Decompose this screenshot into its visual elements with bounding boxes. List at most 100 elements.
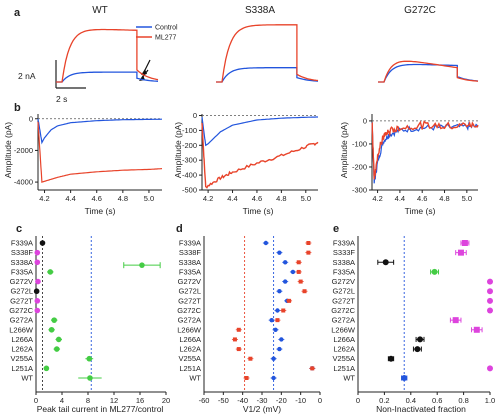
- d-point-ml277: [306, 250, 311, 255]
- e-xlabel: Non-Inactivated fraction: [376, 404, 466, 414]
- c-category-label: V255A: [10, 354, 33, 363]
- panel-letter-d: d: [176, 223, 183, 235]
- c-xtick-label: 12: [110, 396, 118, 405]
- panel-c: 0 4 8 12 16 20F339AS338FS338AF335AG272VG272LG…: [9, 236, 170, 405]
- c-category-label: L251A: [11, 364, 33, 373]
- c-point: [39, 240, 46, 246]
- b-trace-ml277: [37, 121, 163, 184]
- c-point: [86, 355, 93, 362]
- d-point-control: [271, 375, 276, 381]
- trace-g272c-ml277: [378, 60, 479, 83]
- b-trace-control: [37, 118, 162, 145]
- d-category-label: WT: [189, 374, 201, 383]
- b-xtick-label: 4.2: [203, 194, 213, 203]
- scale-bar-time-label: 2 s: [56, 94, 67, 104]
- b-xtick-label: 4.2: [372, 194, 382, 203]
- panel-b-wt: 4.2 4.4 4.6 4.8 5.0 0 -2000 -4000: [14, 114, 163, 203]
- legend-ml277-label: ML277: [155, 35, 177, 42]
- b-xtick-label: 5.0: [462, 194, 472, 203]
- c-category-label: G272L: [10, 287, 33, 296]
- trace-wt-ml277: [56, 28, 159, 83]
- c-category-label: WT: [21, 374, 33, 383]
- c-category-label: S338F: [11, 248, 34, 257]
- b-s338a-xlabel: Time (s): [243, 206, 274, 216]
- e-category-label: L251A: [333, 364, 355, 373]
- d-xtick-label: -10: [295, 396, 306, 405]
- c-point: [51, 317, 57, 323]
- b-ytick-label: -2000: [14, 146, 33, 155]
- b-xtick-label: 4.8: [276, 194, 286, 203]
- c-category-label: S338A: [10, 258, 33, 267]
- c-point: [47, 269, 54, 275]
- e-point: [487, 288, 493, 295]
- b-g272c-xlabel: Time (s): [405, 206, 436, 216]
- e-category-label: G272L: [332, 287, 355, 296]
- b-xtick-label: 4.8: [118, 194, 128, 203]
- b-trace-ml277: [371, 120, 479, 180]
- e-point: [487, 365, 493, 372]
- d-point-ml277: [296, 260, 301, 265]
- d-category-label: G272C: [177, 306, 201, 315]
- e-point: [487, 297, 493, 304]
- c-xtick-label: 0: [34, 396, 38, 405]
- c-point: [87, 375, 93, 381]
- d-point-ml277: [236, 327, 241, 332]
- b-s338a-ylabel: Amplitude (pA): [173, 122, 183, 178]
- c-point: [34, 249, 41, 256]
- b-xtick-label: 4.6: [92, 194, 102, 203]
- e-point: [401, 375, 408, 381]
- d-category-label: V255A: [178, 354, 201, 363]
- b-ytick-label: -300: [352, 186, 367, 195]
- c-xlabel: Peak tail current in ML277/control: [37, 404, 164, 414]
- e-point: [452, 317, 459, 324]
- b-ytick-label: -100: [352, 139, 367, 148]
- b-wt-ylabel: Amplitude (pA): [3, 122, 13, 178]
- d-point-control: [277, 250, 282, 255]
- c-category-label: L262A: [11, 345, 33, 354]
- c-category-label: G272C: [9, 306, 33, 315]
- e-point: [388, 355, 394, 362]
- title-g272c: G272C: [404, 5, 436, 16]
- d-category-label: F339A: [179, 239, 201, 248]
- d-point-control: [277, 346, 282, 352]
- d-point-ml277: [306, 241, 311, 245]
- c-xtick-label: 8: [86, 396, 90, 405]
- c-xtick-label: 20: [162, 396, 170, 405]
- d-point-ml277: [296, 269, 301, 274]
- d-point-ml277: [302, 289, 307, 294]
- scale-bar-current-label: 2 nA: [18, 71, 36, 81]
- d-point-control: [279, 337, 284, 342]
- b-wt-xlabel: Time (s): [85, 206, 116, 216]
- e-point: [382, 259, 389, 266]
- c-xtick-label: 16: [136, 396, 144, 405]
- panel-d: -60 -50 -40 -30 -20 -10 0F339AS338FS338AF335AG…: [177, 236, 322, 405]
- d-xlabel: V1/2 (mV): [243, 404, 281, 414]
- b-ytick-label: -200: [352, 162, 367, 171]
- d-xtick-label: -30: [257, 396, 268, 405]
- e-xtick-label: 0.2: [379, 396, 389, 405]
- tail-arrows: [139, 59, 151, 81]
- d-category-label: F335A: [179, 267, 201, 276]
- trace-s338a-control: [216, 67, 319, 83]
- b-ytick-label: -4000: [14, 178, 33, 187]
- d-category-label: L266W: [177, 325, 202, 334]
- b-xtick-label: 5.0: [301, 194, 311, 203]
- e-point: [417, 336, 424, 343]
- e-category-label: S338A: [332, 258, 355, 267]
- e-point: [487, 307, 493, 314]
- scale-bar: 2 nA 2 s: [18, 60, 86, 104]
- e-xtick-label: 0.8: [458, 396, 468, 405]
- e-point: [461, 240, 468, 246]
- d-category-label: G272V: [178, 277, 201, 286]
- d-point-ml277: [287, 298, 292, 303]
- b-xtick-label: 4.4: [65, 194, 75, 203]
- c-point: [34, 259, 41, 266]
- c-category-label: G272T: [10, 296, 33, 305]
- d-point-control: [275, 308, 280, 313]
- e-category-label: G272C: [331, 306, 355, 315]
- d-category-label: G272A: [178, 316, 201, 325]
- d-point-ml277: [281, 308, 286, 313]
- d-point-control: [269, 317, 274, 323]
- b-g272c-ylabel: Amplitude (pA): [339, 122, 349, 178]
- d-point-control: [283, 260, 288, 265]
